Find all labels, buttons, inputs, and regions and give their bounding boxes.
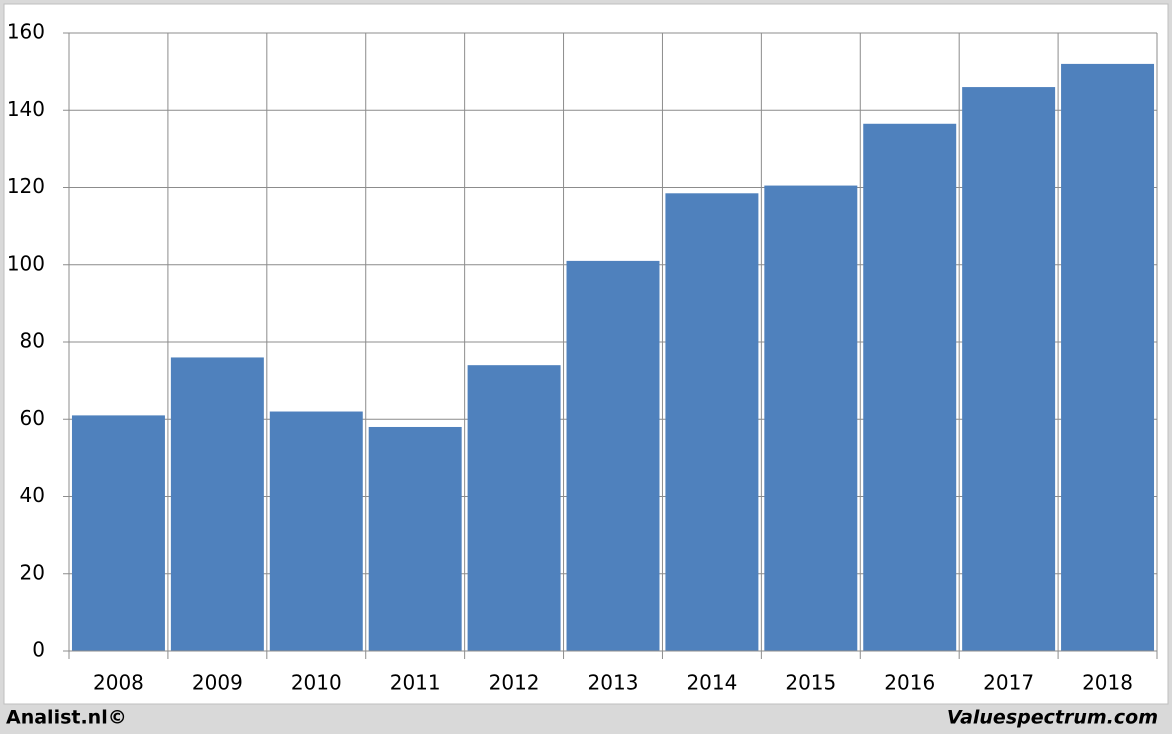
x-tick-label: 2017	[983, 671, 1034, 695]
y-tick-label: 100	[7, 251, 45, 275]
bar	[962, 87, 1056, 651]
x-tick-label: 2011	[390, 671, 441, 695]
x-tick-label: 2008	[93, 671, 144, 695]
y-tick-label: 60	[20, 406, 45, 430]
x-tick-label: 2010	[291, 671, 342, 695]
bar	[170, 357, 264, 651]
bar	[368, 426, 462, 651]
y-tick-label: 0	[32, 638, 45, 662]
bar	[71, 415, 165, 651]
bar	[863, 123, 957, 652]
x-tick-label: 2016	[884, 671, 935, 695]
x-tick-label: 2013	[588, 671, 639, 695]
y-tick-label: 20	[20, 560, 45, 584]
x-tick-label: 2009	[192, 671, 243, 695]
y-tick-label: 120	[7, 174, 45, 198]
y-tick-label: 160	[7, 20, 45, 44]
y-tick-label: 40	[20, 483, 45, 507]
y-tick-label: 80	[20, 329, 45, 353]
y-tick-label: 140	[7, 97, 45, 121]
bar	[665, 193, 759, 651]
bar	[467, 365, 561, 651]
x-tick-label: 2012	[489, 671, 540, 695]
footer-left: Analist.nl©	[6, 707, 127, 729]
bar	[1061, 63, 1155, 651]
x-tick-label: 2015	[785, 671, 836, 695]
bar	[764, 185, 858, 651]
x-tick-label: 2018	[1082, 671, 1133, 695]
bar	[566, 260, 660, 651]
footer-right: Valuespectrum.com	[947, 707, 1158, 729]
bar	[269, 411, 363, 651]
x-tick-label: 2014	[686, 671, 737, 695]
